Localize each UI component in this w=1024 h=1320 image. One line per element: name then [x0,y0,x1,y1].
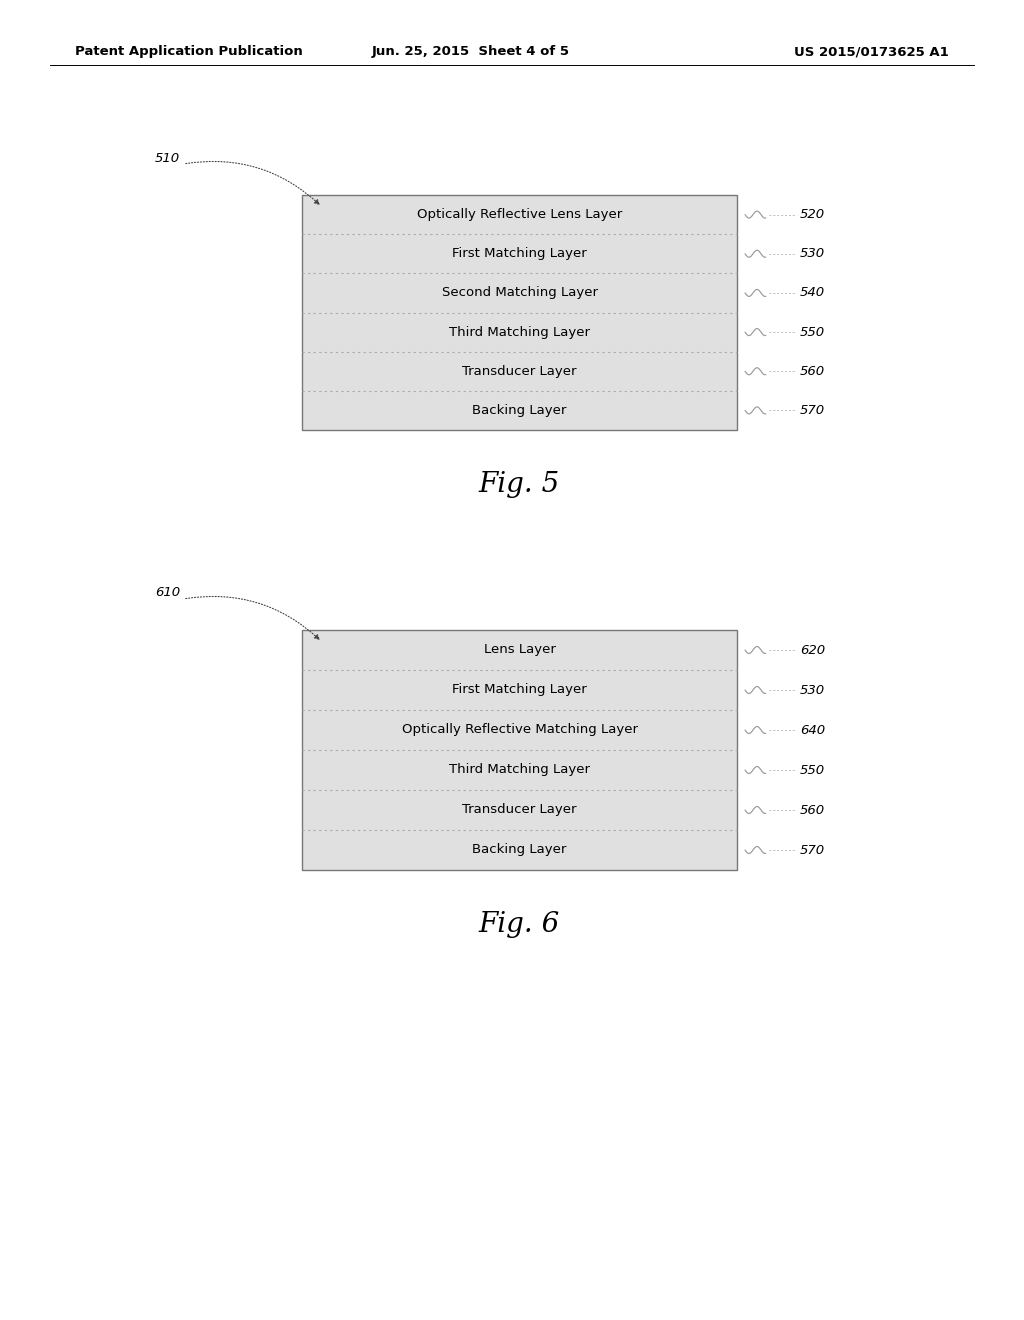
Text: Transducer Layer: Transducer Layer [462,804,577,817]
Bar [302,630,737,870]
Text: First Matching Layer: First Matching Layer [453,684,587,697]
Text: Backing Layer: Backing Layer [472,843,566,857]
Text: Lens Layer: Lens Layer [483,644,555,656]
Text: 560: 560 [800,364,825,378]
Bar [302,195,737,430]
Text: 550: 550 [800,326,825,339]
Text: Second Matching Layer: Second Matching Layer [441,286,597,300]
Text: 570: 570 [800,404,825,417]
Text: 620: 620 [800,644,825,656]
Text: Patent Application Publication: Patent Application Publication [75,45,303,58]
Text: 550: 550 [800,763,825,776]
Text: 640: 640 [800,723,825,737]
Text: First Matching Layer: First Matching Layer [453,247,587,260]
Text: 570: 570 [800,843,825,857]
Text: Fig. 6: Fig. 6 [479,912,560,939]
Text: Transducer Layer: Transducer Layer [462,364,577,378]
Text: 520: 520 [800,209,825,220]
Text: Third Matching Layer: Third Matching Layer [449,326,590,339]
Text: Backing Layer: Backing Layer [472,404,566,417]
Text: 530: 530 [800,247,825,260]
Text: US 2015/0173625 A1: US 2015/0173625 A1 [795,45,949,58]
Text: Jun. 25, 2015  Sheet 4 of 5: Jun. 25, 2015 Sheet 4 of 5 [372,45,570,58]
Text: Optically Reflective Matching Layer: Optically Reflective Matching Layer [401,723,638,737]
Text: 610: 610 [155,586,180,599]
Text: Optically Reflective Lens Layer: Optically Reflective Lens Layer [417,209,623,220]
Text: 560: 560 [800,804,825,817]
Text: 530: 530 [800,684,825,697]
Text: 540: 540 [800,286,825,300]
Text: 510: 510 [155,152,180,165]
Text: Fig. 5: Fig. 5 [479,471,560,499]
Text: Third Matching Layer: Third Matching Layer [449,763,590,776]
